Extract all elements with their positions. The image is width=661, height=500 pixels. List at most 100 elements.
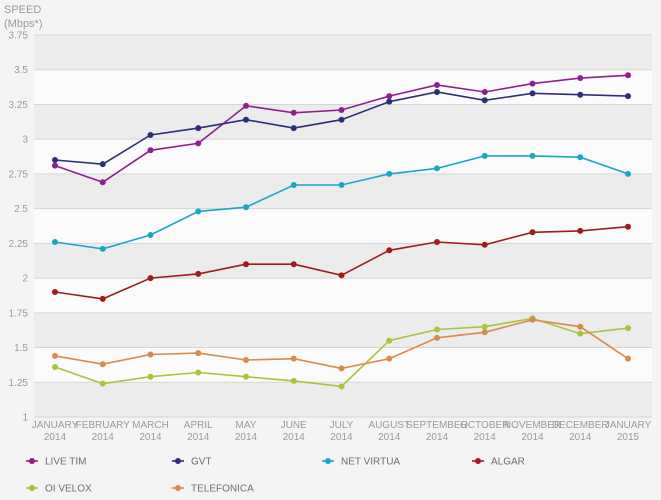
data-point-live-tim bbox=[434, 82, 440, 89]
data-point-gvt bbox=[577, 91, 584, 98]
x-tick-label-month: MARCH bbox=[132, 420, 169, 431]
x-tick-label-year: 2014 bbox=[283, 432, 306, 443]
data-point-net-virtua bbox=[52, 238, 58, 245]
x-tick-label-year: 2014 bbox=[378, 432, 401, 443]
y-axis-title-line2: (Mbps*) bbox=[4, 18, 43, 30]
data-point-telefonica bbox=[99, 361, 106, 368]
gridlines bbox=[34, 34, 652, 418]
data-point-oi-velox bbox=[290, 377, 297, 384]
plot-band bbox=[34, 347, 652, 383]
x-tick-label-year: 2014 bbox=[426, 432, 449, 443]
data-point-algar bbox=[625, 223, 631, 230]
legend-label-telefonica: TELEFONICA bbox=[191, 484, 254, 495]
legend-label-oi-velox: OI VELOX bbox=[45, 484, 92, 495]
data-point-net-virtua bbox=[99, 245, 106, 252]
data-point-algar bbox=[52, 288, 58, 295]
x-tick-label-year: 2014 bbox=[569, 432, 592, 443]
data-point-algar bbox=[243, 261, 249, 268]
data-point-live-tim bbox=[625, 72, 631, 79]
x-tick-label-month: OCTOBER bbox=[460, 420, 509, 431]
data-point-live-tim bbox=[147, 147, 154, 154]
data-point-oi-velox bbox=[386, 337, 393, 344]
data-point-oi-velox bbox=[434, 326, 440, 333]
plot-band bbox=[34, 278, 652, 313]
data-point-gvt bbox=[386, 98, 393, 105]
data-point-net-virtua bbox=[529, 152, 536, 159]
data-point-net-virtua bbox=[195, 208, 202, 215]
data-point-telefonica bbox=[529, 316, 536, 323]
legend-swatch-dot-net-virtua bbox=[325, 458, 331, 464]
data-point-algar bbox=[195, 270, 202, 277]
y-tick-label: 2.75 bbox=[9, 169, 29, 180]
data-point-telefonica bbox=[338, 365, 345, 372]
data-point-live-tim bbox=[52, 162, 58, 169]
data-point-algar bbox=[338, 272, 345, 279]
data-point-oi-velox bbox=[243, 373, 249, 380]
x-tick-label-month: FEBRUARY bbox=[76, 420, 131, 431]
data-point-live-tim bbox=[338, 107, 345, 114]
data-point-net-virtua bbox=[386, 170, 393, 177]
data-point-net-virtua bbox=[243, 204, 249, 211]
data-point-gvt bbox=[243, 116, 249, 123]
y-tick-label: 1.5 bbox=[14, 343, 28, 354]
x-tick-label-year: 2014 bbox=[474, 432, 497, 443]
data-point-gvt bbox=[625, 93, 631, 100]
y-tick-label: 3.25 bbox=[9, 100, 29, 111]
data-point-oi-velox bbox=[625, 325, 631, 332]
x-tick-label-month: JANUARY bbox=[32, 420, 79, 431]
data-point-telefonica bbox=[52, 352, 58, 359]
plot-band bbox=[34, 312, 652, 348]
x-axis-tick-labels: JANUARY2014FEBRUARY2014MARCH2014APRIL201… bbox=[32, 420, 652, 443]
legend-label-live-tim: LIVE TIM bbox=[45, 457, 87, 468]
data-point-gvt bbox=[99, 161, 106, 168]
data-point-gvt bbox=[147, 132, 154, 139]
plot-band bbox=[34, 69, 652, 105]
data-point-oi-velox bbox=[52, 363, 58, 370]
x-tick-label-month: JULY bbox=[330, 420, 354, 431]
x-tick-label-year: 2014 bbox=[235, 432, 258, 443]
x-tick-label-year: 2014 bbox=[92, 432, 115, 443]
y-axis-tick-labels: 1 1.25 1.5 1.75 2 2.25 2.5 2.75 3 3.25 3.5 3.75 bbox=[9, 31, 29, 424]
data-point-oi-velox bbox=[99, 380, 106, 387]
y-tick-label: 1 bbox=[22, 413, 28, 424]
data-point-telefonica bbox=[481, 329, 488, 336]
legend-label-algar: ALGAR bbox=[491, 457, 525, 468]
y-tick-label: 3 bbox=[22, 135, 28, 146]
x-tick-label-year: 2014 bbox=[187, 432, 210, 443]
data-point-gvt bbox=[195, 125, 202, 132]
x-tick-label-year: 2015 bbox=[617, 432, 640, 443]
y-tick-label: 2.5 bbox=[14, 204, 28, 215]
data-point-net-virtua bbox=[434, 165, 440, 172]
legend-swatch-dot-telefonica bbox=[175, 485, 181, 491]
plot-band bbox=[34, 173, 652, 209]
data-point-net-virtua bbox=[625, 170, 631, 177]
data-point-live-tim bbox=[577, 75, 584, 82]
data-point-live-tim bbox=[99, 179, 106, 186]
data-point-algar bbox=[290, 261, 297, 268]
legend-label-gvt: GVT bbox=[191, 457, 212, 468]
x-tick-label-month: SEPTEMBER bbox=[406, 420, 468, 431]
data-point-algar bbox=[529, 229, 536, 236]
data-point-oi-velox bbox=[577, 330, 584, 337]
plot-band bbox=[34, 243, 652, 279]
y-tick-label: 3.5 bbox=[14, 65, 28, 76]
y-tick-label: 2 bbox=[22, 274, 28, 285]
data-point-telefonica bbox=[625, 355, 631, 362]
y-tick-label: 1.75 bbox=[9, 308, 29, 319]
data-point-live-tim bbox=[290, 109, 297, 116]
data-point-telefonica bbox=[195, 350, 202, 357]
plot-area bbox=[34, 35, 652, 417]
data-point-algar bbox=[577, 227, 584, 234]
data-point-oi-velox bbox=[195, 369, 202, 376]
legend-swatch-dot-gvt bbox=[175, 458, 181, 464]
data-point-net-virtua bbox=[338, 182, 345, 189]
data-point-algar bbox=[434, 238, 440, 245]
x-tick-label-month: DECEMBER bbox=[552, 420, 609, 431]
data-point-live-tim bbox=[481, 88, 488, 95]
data-point-telefonica bbox=[147, 351, 154, 358]
data-point-live-tim bbox=[386, 93, 393, 100]
data-point-telefonica bbox=[243, 357, 249, 364]
data-point-gvt bbox=[338, 116, 345, 123]
x-tick-label-year: 2014 bbox=[44, 432, 67, 443]
